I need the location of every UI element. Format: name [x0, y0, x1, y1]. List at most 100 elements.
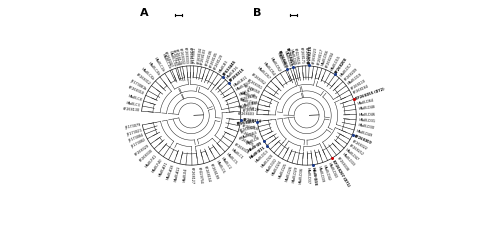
Text: KF268126: KF268126: [170, 49, 178, 66]
Text: HAdV-D59: HAdV-D59: [241, 91, 258, 100]
Text: HAdV-D43: HAdV-D43: [326, 162, 338, 179]
Text: JX173082: JX173082: [130, 138, 146, 149]
Text: HAdV-C6: HAdV-C6: [214, 160, 225, 175]
Text: KF268402: KF268402: [236, 120, 256, 126]
Text: HAdV-D15: HAdV-D15: [330, 54, 342, 71]
Text: HAdV-C5b: HAdV-C5b: [168, 50, 177, 67]
Text: HAdV-D64: HAdV-D64: [356, 98, 374, 106]
Text: HAdV-D50: HAdV-D50: [282, 50, 292, 67]
Text: HAdV-D49: HAdV-D49: [356, 129, 373, 137]
Text: KF429754: KF429754: [196, 167, 202, 184]
Text: HAdV-D19: HAdV-D19: [347, 73, 363, 86]
Text: HAdV-D45: HAdV-D45: [289, 48, 297, 65]
Text: HAdV-D48: HAdV-D48: [358, 105, 375, 111]
Text: KF268318: KF268318: [234, 142, 250, 155]
Text: B: B: [254, 8, 262, 18]
Text: KF268110: KF268110: [350, 78, 366, 91]
Text: KF268103: KF268103: [200, 48, 207, 65]
Text: HAdV-D9: HAdV-D9: [247, 140, 263, 152]
Text: HAdV-A12: HAdV-A12: [174, 166, 182, 182]
Text: HAdV-D46: HAdV-D46: [358, 112, 376, 117]
Text: KF268320: KF268320: [239, 125, 256, 133]
Text: HAdV-F40: HAdV-F40: [152, 157, 164, 173]
Text: KF268312: KF268312: [135, 73, 151, 86]
Text: HAdV-C8: HAdV-C8: [127, 94, 142, 102]
Text: HAdV-C2b: HAdV-C2b: [153, 56, 166, 73]
Text: KF268106: KF268106: [204, 49, 213, 67]
Text: HAdV-E4: HAdV-E4: [182, 167, 188, 182]
Text: KF268403: KF268403: [238, 112, 254, 117]
Text: HAdV-D20: HAdV-D20: [260, 153, 274, 169]
Text: HAdV-D25: HAdV-D25: [278, 162, 288, 180]
Text: HAdV-D60: HAdV-D60: [239, 98, 256, 106]
Text: KF429516: KF429516: [292, 47, 300, 65]
Text: HAdV-D36: HAdV-D36: [298, 167, 304, 184]
Text: HAdV-D26: HAdV-D26: [284, 164, 294, 182]
Text: HAdV-C1b: HAdV-C1b: [160, 52, 171, 69]
Text: KF268307: KF268307: [162, 51, 172, 69]
Text: HAdV-C6b: HAdV-C6b: [140, 67, 155, 81]
Text: KF268315: KF268315: [229, 67, 246, 83]
Text: HAdV-D11: HAdV-D11: [249, 145, 266, 160]
Text: HAdV-D53: HAdV-D53: [241, 131, 258, 140]
Text: HAdV-D24: HAdV-D24: [272, 160, 283, 177]
Text: KF268223: KF268223: [312, 47, 318, 64]
Text: HAdV-F41: HAdV-F41: [145, 153, 158, 168]
Text: KF268330: KF268330: [138, 149, 154, 163]
Text: HAdV-D56: HAdV-D56: [320, 49, 330, 67]
Text: HAdV-D42: HAdV-D42: [322, 164, 331, 181]
Text: JX173021: JX173021: [126, 129, 142, 137]
Text: KF268316: KF268316: [242, 124, 259, 132]
Text: KF268329: KF268329: [134, 144, 150, 157]
Text: KF268338: KF268338: [336, 156, 349, 172]
Text: KF268325: KF268325: [237, 137, 254, 148]
Text: HAdV-D33: HAdV-D33: [340, 152, 355, 167]
Text: KF268216: KF268216: [308, 45, 312, 64]
Text: HAdV-D22: HAdV-D22: [266, 157, 278, 173]
Text: HAdV-D58: HAdV-D58: [238, 105, 256, 111]
Text: KF268350: KF268350: [244, 85, 260, 95]
Text: KF268117: KF268117: [316, 48, 324, 65]
Text: KF268400: KF268400: [277, 50, 288, 69]
Text: HAdV-C2: HAdV-C2: [220, 156, 232, 170]
Text: HAdV-D54: HAdV-D54: [262, 61, 276, 76]
Text: HAdV-D17: HAdV-D17: [339, 62, 353, 78]
Text: KF268131: KF268131: [188, 47, 192, 64]
Text: HAdV-D39: HAdV-D39: [316, 166, 324, 183]
Text: KF268352: KF268352: [250, 73, 266, 86]
Text: JX173081: JX173081: [192, 47, 196, 64]
Text: HAdV-D52: HAdV-D52: [268, 56, 281, 73]
Text: KF268196: KF268196: [240, 94, 258, 102]
Text: KF268199: KF268199: [208, 163, 219, 180]
Text: KF633445: KF633445: [222, 59, 238, 76]
Text: HAdV-C8b: HAdV-C8b: [146, 61, 160, 76]
Text: HAdV-D38: HAdV-D38: [311, 167, 317, 186]
Text: HAdV-B21: HAdV-B21: [232, 75, 248, 87]
Text: KF268154: KF268154: [202, 165, 211, 182]
Text: KF268104: KF268104: [196, 47, 202, 64]
Text: KF268355 (D72): KF268355 (D72): [355, 87, 386, 100]
Text: KF268322: KF268322: [351, 139, 368, 151]
Text: KF268314: KF268314: [242, 118, 262, 124]
Text: HAdV-D31: HAdV-D31: [358, 118, 376, 124]
Text: KF268204: KF268204: [325, 51, 336, 69]
Text: KF268129: KF268129: [213, 53, 224, 70]
Text: KF268208: KF268208: [334, 56, 349, 74]
Text: HAdV-B34: HAdV-B34: [242, 100, 258, 108]
Text: KF268164: KF268164: [353, 85, 370, 95]
Text: HAdV-D37: HAdV-D37: [306, 167, 310, 184]
Text: KF268300: KF268300: [354, 134, 372, 145]
Text: KF268207 (D71): KF268207 (D71): [332, 159, 350, 187]
Text: KF268333: KF268333: [183, 47, 188, 64]
Text: HAdV-A31: HAdV-A31: [158, 161, 170, 177]
Text: KF268124: KF268124: [242, 107, 260, 113]
Text: KF268212: KF268212: [348, 144, 364, 157]
Text: HAdV-A18: HAdV-A18: [166, 164, 175, 180]
Text: HAdV-B35: HAdV-B35: [238, 87, 255, 97]
Text: A: A: [140, 8, 148, 18]
Text: KF268171: KF268171: [298, 47, 304, 64]
Text: HAdV-D57: HAdV-D57: [256, 66, 270, 81]
Text: JX173081b: JX173081b: [130, 79, 147, 91]
Text: KF268319: KF268319: [240, 131, 257, 140]
Text: HAdV-D13: HAdV-D13: [255, 149, 270, 164]
